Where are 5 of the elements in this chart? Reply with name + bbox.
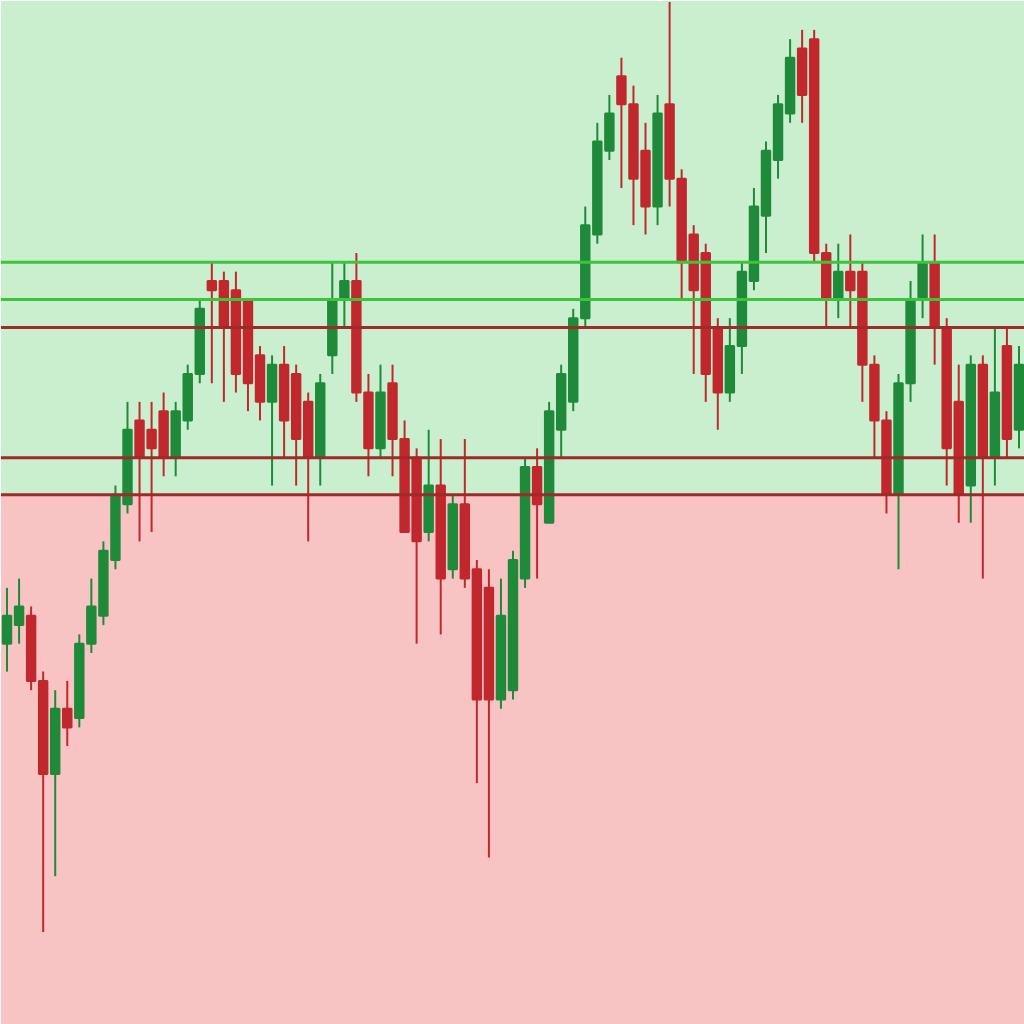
candlestick [917,233,928,320]
candlestick [423,428,434,543]
candlestick [339,261,350,329]
candlestick [62,679,73,747]
candlestick [266,354,278,487]
